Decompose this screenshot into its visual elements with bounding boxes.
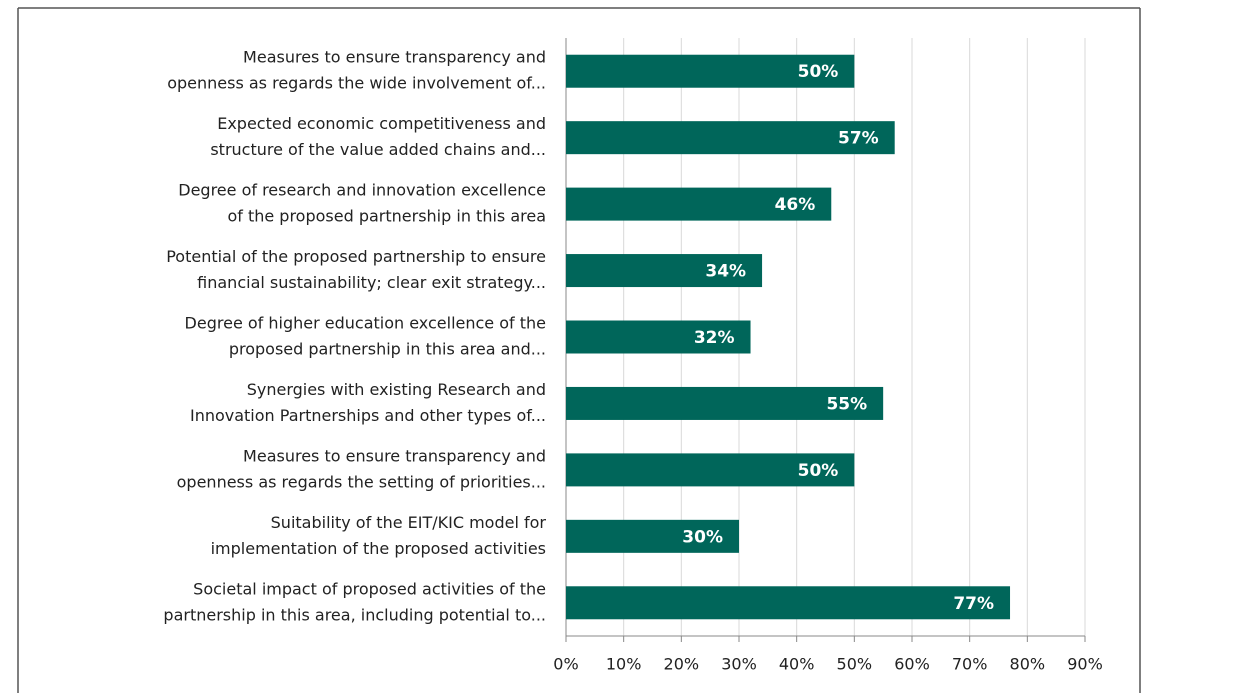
- x-tick-label: 70%: [952, 655, 988, 674]
- bar: [566, 254, 763, 288]
- category-label: structure of the value added chains and.…: [210, 140, 546, 159]
- bar: [566, 453, 855, 487]
- x-tick-label: 60%: [894, 655, 930, 674]
- bar: [566, 121, 895, 155]
- category-label: Degree of research and innovation excell…: [178, 181, 546, 200]
- bar: [566, 54, 855, 88]
- category-label: Degree of higher education excellence of…: [185, 314, 546, 333]
- category-label: Measures to ensure transparency and: [243, 48, 546, 67]
- x-tick-label: 40%: [779, 655, 815, 674]
- bar: [566, 187, 832, 221]
- bar: [566, 386, 884, 420]
- value-label: 55%: [826, 394, 867, 414]
- category-label: financial sustainability; clear exit str…: [197, 273, 546, 292]
- bar: [566, 519, 739, 553]
- x-tick-label: 0%: [553, 655, 578, 674]
- value-label: 57%: [838, 129, 879, 149]
- value-label: 30%: [682, 527, 723, 547]
- category-label: Societal impact of proposed activities o…: [193, 579, 546, 598]
- value-label: 46%: [775, 195, 816, 215]
- category-label: Suitability of the EIT/KIC model for: [271, 513, 547, 532]
- x-tick-label: 90%: [1067, 655, 1103, 674]
- category-label: Innovation Partnerships and other types …: [190, 406, 546, 425]
- value-label: 50%: [798, 62, 839, 82]
- value-label: 50%: [798, 461, 839, 481]
- x-tick-label: 80%: [1010, 655, 1046, 674]
- x-tick-label: 10%: [606, 655, 642, 674]
- category-label: proposed partnership in this area and...: [229, 340, 546, 359]
- category-label: Synergies with existing Research and: [247, 380, 546, 399]
- category-label: Measures to ensure transparency and: [243, 446, 546, 465]
- value-label: 34%: [705, 262, 746, 282]
- bar: [566, 586, 1011, 620]
- category-label: openness as regards the wide involvement…: [167, 74, 546, 93]
- x-tick-label: 20%: [664, 655, 700, 674]
- value-label: 77%: [953, 594, 994, 614]
- category-label: openness as regards the setting of prior…: [177, 472, 546, 491]
- category-label: partnership in this area, including pote…: [163, 605, 546, 624]
- category-label: implementation of the proposed activitie…: [211, 539, 546, 558]
- x-tick-label: 30%: [721, 655, 757, 674]
- bar: [566, 320, 751, 354]
- category-label: of the proposed partnership in this area: [227, 207, 546, 226]
- category-label: Expected economic competitiveness and: [217, 114, 546, 133]
- value-label: 32%: [694, 328, 735, 348]
- category-label: Potential of the proposed partnership to…: [166, 247, 546, 266]
- x-tick-label: 50%: [837, 655, 873, 674]
